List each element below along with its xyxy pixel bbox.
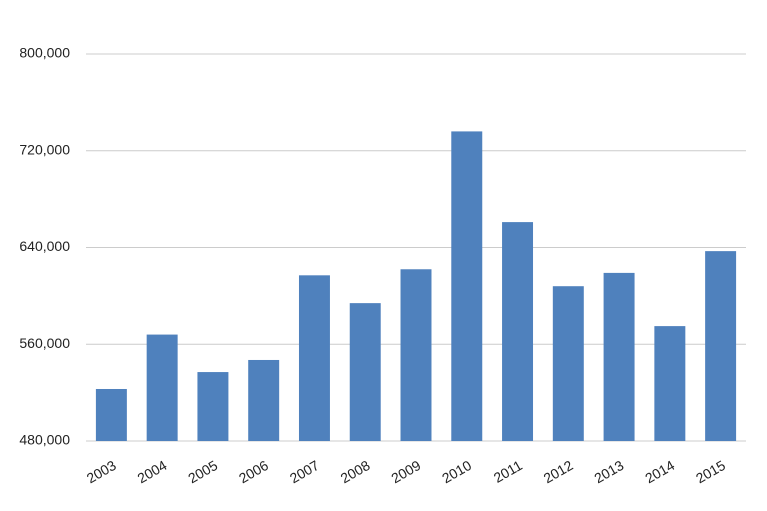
x-tick-label: 2005 [185, 457, 220, 487]
bar [95, 388, 127, 441]
bar [349, 303, 381, 441]
x-tick-label: 2010 [439, 457, 474, 487]
x-tick-label: 2014 [642, 457, 677, 487]
y-tick-label: 720,000 [19, 141, 70, 157]
y-tick-label: 480,000 [19, 432, 70, 448]
bar [400, 269, 432, 441]
bar [146, 334, 178, 441]
bar [705, 251, 737, 441]
x-tick-label: 2015 [693, 457, 728, 487]
y-tick-label: 640,000 [19, 238, 70, 254]
y-tick-label: 560,000 [19, 335, 70, 351]
bar [248, 359, 280, 441]
bar [603, 272, 635, 441]
bar [197, 372, 229, 441]
bar [502, 222, 534, 441]
x-tick-label: 2009 [388, 457, 423, 487]
bar [298, 275, 330, 441]
x-tick-label: 2011 [491, 457, 525, 486]
y-tick-label: 800,000 [19, 45, 70, 61]
bar [552, 286, 584, 441]
x-tick-label: 2003 [84, 457, 119, 487]
x-tick-label: 2013 [591, 457, 626, 487]
x-tick-label: 2006 [236, 457, 271, 487]
x-tick-label: 2008 [338, 457, 373, 487]
bar [451, 131, 483, 441]
x-tick-label: 2007 [287, 457, 322, 487]
bar [654, 326, 686, 441]
x-tick-label: 2012 [541, 457, 576, 487]
x-tick-label: 2004 [135, 457, 170, 487]
